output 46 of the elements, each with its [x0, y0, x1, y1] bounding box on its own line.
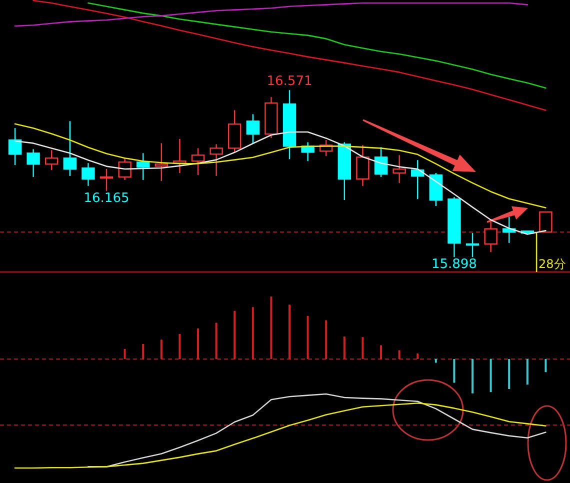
bar: [142, 344, 144, 359]
candlestick: [191, 148, 205, 176]
bar: [544, 359, 547, 372]
bar: [343, 336, 346, 359]
bar: [160, 340, 162, 359]
bar: [490, 359, 492, 392]
annotation: 16.165: [84, 190, 130, 206]
candlestick: [246, 114, 260, 144]
bar: [288, 304, 290, 359]
candlestick: [63, 120, 76, 177]
bar: [234, 310, 236, 359]
bar: [416, 353, 419, 359]
candlestick: [154, 142, 168, 182]
bar: [270, 296, 272, 359]
annotation: 16.571: [266, 74, 312, 90]
candlestick: [392, 154, 406, 184]
bar: [472, 359, 474, 394]
bar: [124, 349, 126, 359]
bar: [508, 359, 510, 389]
bar: [215, 322, 218, 359]
bar: [380, 345, 382, 359]
bar: [252, 307, 254, 359]
bar: [362, 337, 364, 359]
candlestick: [26, 148, 40, 178]
bar: [178, 334, 181, 359]
bar: [306, 316, 309, 359]
candlestick: [118, 158, 132, 181]
candlestick: [136, 152, 150, 181]
candlestick: [210, 144, 223, 177]
candlestick: [484, 221, 498, 253]
candlestick: [539, 211, 552, 233]
candlestick: [8, 127, 22, 166]
bar: [434, 359, 437, 363]
candlestick: [356, 144, 370, 186]
candlestick: [466, 232, 480, 258]
candlestick: [45, 150, 58, 171]
bar: [398, 350, 400, 359]
annotation: 15.898: [431, 257, 477, 272]
bar: [197, 328, 199, 359]
annotation: 28分: [538, 257, 566, 271]
bar: [453, 359, 456, 383]
bar: [526, 359, 528, 385]
candlestick: [374, 146, 388, 178]
candlestick: [100, 168, 114, 192]
bar: [325, 320, 328, 359]
candlestick: [82, 162, 95, 186]
